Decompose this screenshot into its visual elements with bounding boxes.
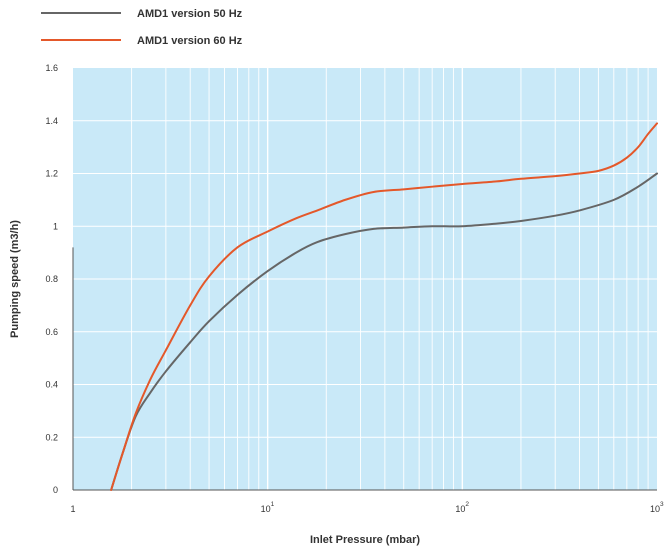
y-tick-label: 0 <box>53 485 58 495</box>
x-tick-base: 10 <box>650 504 660 514</box>
x-tick-label: 1 <box>70 504 75 514</box>
x-tick-base: 10 <box>261 504 271 514</box>
y-tick-label: 1.4 <box>45 116 58 126</box>
x-tick-labels: 1 10 1 10 2 10 3 <box>70 501 664 514</box>
x-tick-label: 10 1 <box>261 501 275 514</box>
y-tick-label: 1.6 <box>45 63 58 73</box>
series-lines <box>110 122 658 491</box>
series-line-50hz <box>110 172 658 491</box>
y-tick-label: 0.6 <box>45 327 58 337</box>
legend: AMD1 version 50 Hz AMD1 version 60 Hz <box>41 8 243 47</box>
y-axis-title: Pumping speed (m3/h) <box>9 220 21 338</box>
x-tick-base: 10 <box>455 504 465 514</box>
x-tick-exponent: 1 <box>271 501 275 508</box>
y-tick-label: 0.4 <box>45 380 58 390</box>
grid <box>73 68 657 490</box>
x-tick-base: 1 <box>70 504 75 514</box>
y-tick-label: 0.2 <box>45 432 58 442</box>
legend-label-60hz: AMD1 version 60 Hz <box>137 35 243 47</box>
x-axis-title: Inlet Pressure (mbar) <box>310 534 420 546</box>
series-line-60hz <box>110 122 658 491</box>
x-tick-label: 10 2 <box>455 501 469 514</box>
axes <box>72 247 657 491</box>
x-tick-exponent: 3 <box>660 501 664 508</box>
y-tick-label: 0.8 <box>45 274 58 284</box>
y-tick-label: 1 <box>53 221 58 231</box>
legend-label-50hz: AMD1 version 50 Hz <box>137 8 243 20</box>
y-tick-labels: 0 0.2 0.4 0.6 0.8 1 1.2 1.4 1.6 <box>45 63 58 495</box>
y-tick-label: 1.2 <box>45 169 58 179</box>
x-tick-label: 10 3 <box>650 501 664 514</box>
x-tick-exponent: 2 <box>465 501 469 508</box>
